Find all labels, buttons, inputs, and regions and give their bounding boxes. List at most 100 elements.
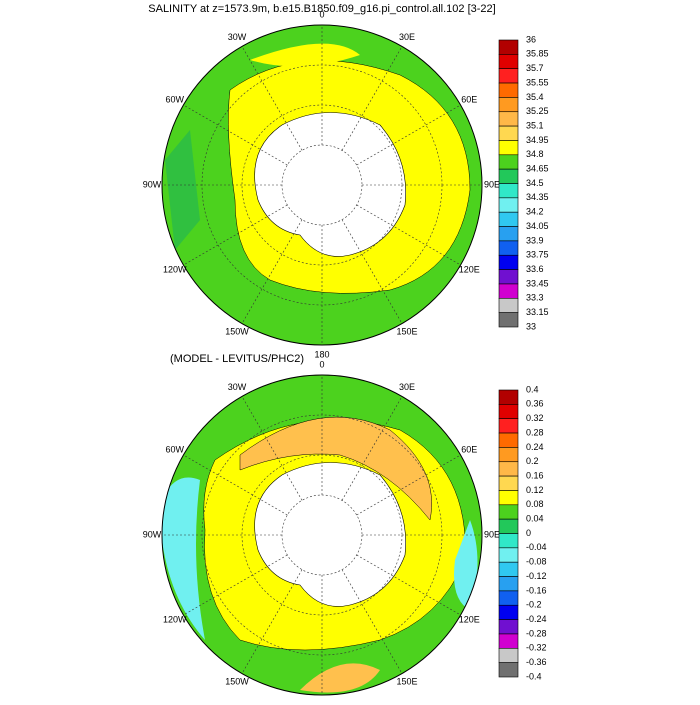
- colorbar-label: 34.5: [526, 178, 544, 188]
- colorbar-label: -0.04: [526, 542, 547, 552]
- longitude-label: 150E: [396, 677, 417, 687]
- colorbar-label: -0.28: [526, 628, 547, 638]
- meridian: [183, 454, 288, 516]
- colorbar-label: 35.7: [526, 63, 544, 73]
- colorbar-label: 0.04: [526, 514, 544, 524]
- colorbar-box: [498, 269, 519, 285]
- colorbar-label: 0.32: [526, 413, 544, 423]
- colorbar-box: [498, 432, 519, 448]
- colorbar-label: 33.15: [526, 307, 549, 317]
- longitude-label: 60E: [461, 94, 477, 104]
- colorbar-box: [498, 111, 519, 127]
- colorbar-box: [498, 254, 519, 270]
- meridian: [341, 396, 403, 501]
- colorbar-box: [498, 647, 519, 663]
- colorbar-label: 34.65: [526, 164, 549, 174]
- colorbar-label: -0.4: [526, 671, 542, 681]
- colorbar-label: 0.2: [526, 456, 539, 466]
- longitude-label: 120W: [163, 264, 187, 274]
- longitude-label: 30E: [399, 32, 415, 42]
- colorbar-label: -0.32: [526, 643, 547, 653]
- colorbar-label: 0: [526, 528, 531, 538]
- colorbar-box: [498, 197, 519, 213]
- colorbar-box: [498, 154, 519, 170]
- meridian: [183, 104, 288, 166]
- colorbar-box: [498, 461, 519, 477]
- longitude-label: 150W: [225, 677, 249, 687]
- colorbar-label: 0.08: [526, 499, 544, 509]
- colorbar-box: [498, 140, 519, 156]
- colorbar-box: [498, 283, 519, 299]
- colorbar-label: 0.36: [526, 399, 544, 409]
- colorbar-label: 0.16: [526, 470, 544, 480]
- longitude-label: 30W: [228, 382, 247, 392]
- map-border: [161, 24, 483, 346]
- colorbar-label: -0.08: [526, 557, 547, 567]
- colorbar-box: [498, 54, 519, 69]
- colorbar-box: [498, 447, 519, 463]
- meridian: [183, 204, 288, 266]
- colorbar-box: [498, 518, 519, 534]
- colorbar-box: [498, 240, 519, 256]
- longitude-label: 30W: [228, 32, 247, 42]
- antarctica: [254, 112, 406, 257]
- colorbar-label: 33.75: [526, 250, 549, 260]
- colorbar-box: [498, 533, 519, 549]
- colorbar-box: [498, 297, 519, 313]
- map-border: [161, 374, 483, 696]
- colorbar-label: 33.9: [526, 235, 544, 245]
- colorbar-box: [498, 633, 519, 649]
- meridian: [356, 104, 461, 166]
- longitude-label: 0: [319, 359, 324, 369]
- colorbar-box: [498, 404, 519, 420]
- meridian: [356, 554, 461, 616]
- longitude-label: 60E: [461, 444, 477, 454]
- meridian: [241, 569, 303, 674]
- colorbar-box: [498, 82, 519, 98]
- colorbar-box: [498, 418, 519, 434]
- meridian: [241, 396, 303, 501]
- colorbar-box: [498, 312, 519, 328]
- longitude-label: 30E: [399, 382, 415, 392]
- colorbar-box: [498, 561, 519, 577]
- colorbar-label: -0.16: [526, 585, 547, 595]
- colorbar-label: 33: [526, 321, 536, 331]
- colorbar-label: 34.8: [526, 149, 544, 159]
- colorbar-box: [498, 68, 519, 84]
- colorbar-box: [498, 576, 519, 592]
- longitude-label: 120E: [459, 264, 480, 274]
- meridian: [356, 454, 461, 516]
- longitude-label: 60W: [166, 94, 185, 104]
- colorbar-box: [498, 504, 519, 520]
- colorbar-label: -0.12: [526, 571, 547, 581]
- colorbar-label: 35.85: [526, 49, 549, 59]
- meridian: [241, 219, 303, 324]
- longitude-label: 90W: [143, 529, 162, 539]
- longitude-label: 120E: [459, 614, 480, 624]
- colorbar-box: [498, 547, 519, 563]
- antarctica: [254, 462, 406, 607]
- colorbar-box: [498, 183, 519, 199]
- meridian: [183, 554, 288, 616]
- longitude-label: 120W: [163, 614, 187, 624]
- colorbar-label: 33.45: [526, 278, 549, 288]
- colorbar-label: -0.36: [526, 657, 547, 667]
- meridian: [241, 46, 303, 151]
- colorbar-box: [498, 604, 519, 620]
- colorbar-label: 34.2: [526, 207, 544, 217]
- meridian: [341, 46, 403, 151]
- colorbar-label: -0.24: [526, 614, 547, 624]
- colorbar-box: [498, 389, 519, 405]
- colorbar-box: [498, 662, 519, 678]
- colorbar-label: 34.35: [526, 192, 549, 202]
- colorbar-box: [498, 211, 519, 227]
- colorbar-box: [498, 490, 519, 506]
- colorbar-label: 0.24: [526, 442, 544, 452]
- colorbar-box: [498, 475, 519, 491]
- colorbar-box: [498, 125, 519, 141]
- colorbar-label: 0.4: [526, 384, 539, 394]
- map-title: (MODEL - LEVITUS/PHC2): [170, 353, 304, 365]
- colorbar-box: [498, 619, 519, 635]
- colorbar-box: [498, 590, 519, 606]
